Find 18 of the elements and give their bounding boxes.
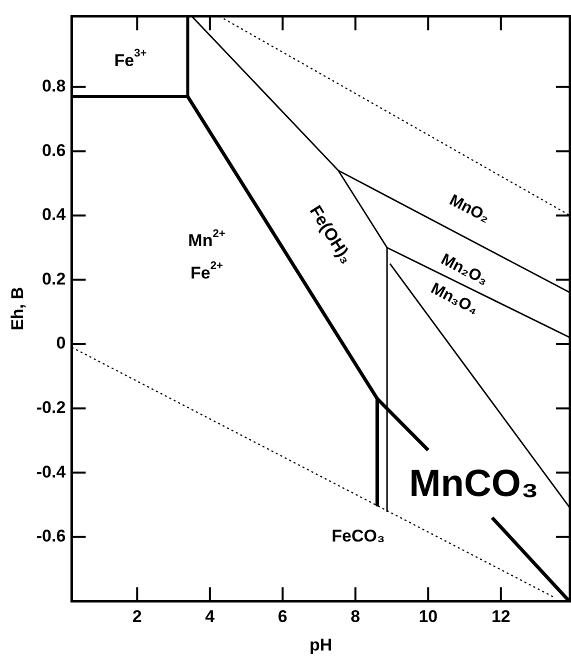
y-tick-label: 0 <box>56 334 66 353</box>
y-axis-title: Eh, B <box>8 286 27 330</box>
y-tick-label: 0.8 <box>42 76 66 96</box>
y-tick-label: -0.4 <box>36 462 66 482</box>
x-tick-label: 8 <box>350 607 360 626</box>
y-tick-label: 0.4 <box>42 205 66 224</box>
annotation: FeCO₃ <box>332 526 385 546</box>
annotation: MnCO₃ <box>409 462 539 505</box>
y-tick-label: 0.2 <box>42 269 66 288</box>
x-tick-label: 4 <box>205 607 216 626</box>
y-tick-label: -0.2 <box>36 398 66 418</box>
x-tick-label: 12 <box>491 607 510 626</box>
x-tick-label: 10 <box>418 607 438 626</box>
y-tick-label: -0.6 <box>36 526 66 546</box>
x-tick-label: 6 <box>278 607 288 626</box>
x-tick-label: 2 <box>132 607 142 626</box>
x-axis-title: pH <box>310 635 332 654</box>
y-tick-label: 0.6 <box>42 140 66 160</box>
